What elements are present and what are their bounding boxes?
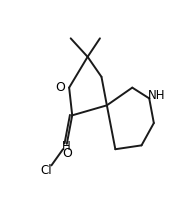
Text: O: O [62,147,72,160]
Text: Cl: Cl [40,164,52,176]
Text: H: H [62,140,70,153]
Text: O: O [55,81,65,94]
Text: NH: NH [148,89,166,102]
